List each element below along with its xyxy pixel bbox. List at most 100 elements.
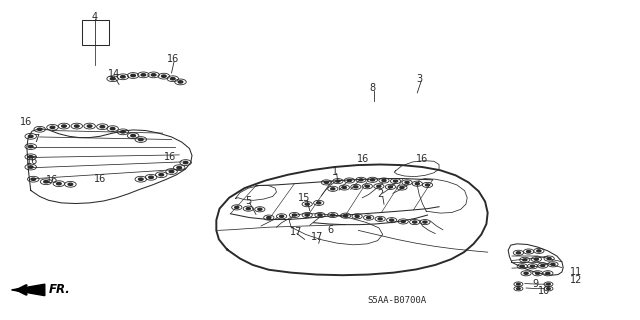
Circle shape [331,214,335,216]
Text: 16: 16 [357,154,370,164]
Circle shape [178,81,183,83]
Circle shape [534,258,538,260]
Text: 17: 17 [289,227,302,237]
Text: 16: 16 [46,175,59,185]
Circle shape [516,283,520,285]
Circle shape [348,180,351,181]
Circle shape [68,183,73,186]
Circle shape [336,180,340,182]
Circle shape [292,214,296,216]
Text: 10: 10 [538,286,550,296]
Circle shape [331,188,335,190]
Circle shape [527,251,531,252]
Circle shape [354,186,358,188]
Circle shape [61,125,67,127]
Text: 1: 1 [332,166,339,177]
Text: 4: 4 [92,12,98,22]
Text: 14: 14 [108,68,120,79]
Circle shape [378,218,382,220]
Circle shape [400,187,404,188]
Circle shape [280,215,284,217]
Circle shape [365,185,369,187]
Circle shape [141,74,146,76]
Text: 5: 5 [245,196,252,206]
Circle shape [394,180,397,182]
Circle shape [246,208,250,210]
Circle shape [28,145,33,148]
Text: 3: 3 [417,74,423,84]
Text: 15: 15 [298,193,311,204]
Text: 17: 17 [311,232,324,242]
Circle shape [537,250,541,252]
Text: S5AA-B0700A: S5AA-B0700A [367,296,426,305]
Circle shape [169,170,174,173]
Text: 2: 2 [378,189,384,199]
Circle shape [131,74,136,77]
Circle shape [523,259,527,261]
Circle shape [138,178,143,180]
Circle shape [547,258,551,260]
Circle shape [413,221,417,223]
Circle shape [401,220,405,222]
Circle shape [531,265,534,267]
Circle shape [426,184,429,186]
Text: 16: 16 [166,54,179,64]
Circle shape [170,77,175,80]
Circle shape [110,77,115,80]
Circle shape [546,272,550,274]
Text: 16: 16 [93,174,106,184]
Bar [82,20,109,45]
Text: 12: 12 [570,275,582,285]
Circle shape [405,181,409,183]
Circle shape [547,283,550,285]
Circle shape [344,215,348,217]
Circle shape [324,181,328,183]
Circle shape [56,182,61,185]
Circle shape [138,138,143,141]
Circle shape [258,208,262,210]
Circle shape [74,125,79,127]
Circle shape [267,217,271,219]
Circle shape [305,214,309,216]
Circle shape [516,252,520,254]
Circle shape [28,166,33,168]
Circle shape [120,131,125,133]
Text: 16: 16 [416,154,429,164]
Circle shape [390,219,394,221]
Circle shape [359,179,363,181]
Circle shape [100,125,105,128]
Text: 16: 16 [26,156,38,166]
Circle shape [524,272,528,274]
Circle shape [235,206,239,208]
Circle shape [110,127,115,130]
Polygon shape [12,284,45,296]
Circle shape [120,76,125,78]
Circle shape [28,135,33,138]
Text: 6: 6 [327,225,333,236]
Circle shape [131,134,136,137]
Circle shape [50,126,55,129]
Circle shape [161,75,166,77]
Circle shape [551,263,555,265]
Circle shape [388,186,392,188]
Circle shape [28,156,33,158]
Circle shape [151,74,156,76]
Circle shape [31,178,36,180]
Circle shape [516,288,520,290]
Circle shape [37,128,42,131]
Circle shape [547,288,550,290]
Circle shape [371,179,374,181]
Circle shape [317,202,321,204]
Circle shape [305,203,309,205]
Circle shape [382,180,386,181]
Circle shape [367,217,371,219]
Circle shape [520,265,524,267]
Circle shape [183,161,188,164]
Circle shape [355,215,359,217]
Circle shape [159,173,164,176]
Text: 11: 11 [570,267,582,277]
Circle shape [87,125,92,127]
Circle shape [377,185,381,187]
Text: FR.: FR. [49,284,70,296]
Text: 7: 7 [33,134,39,144]
